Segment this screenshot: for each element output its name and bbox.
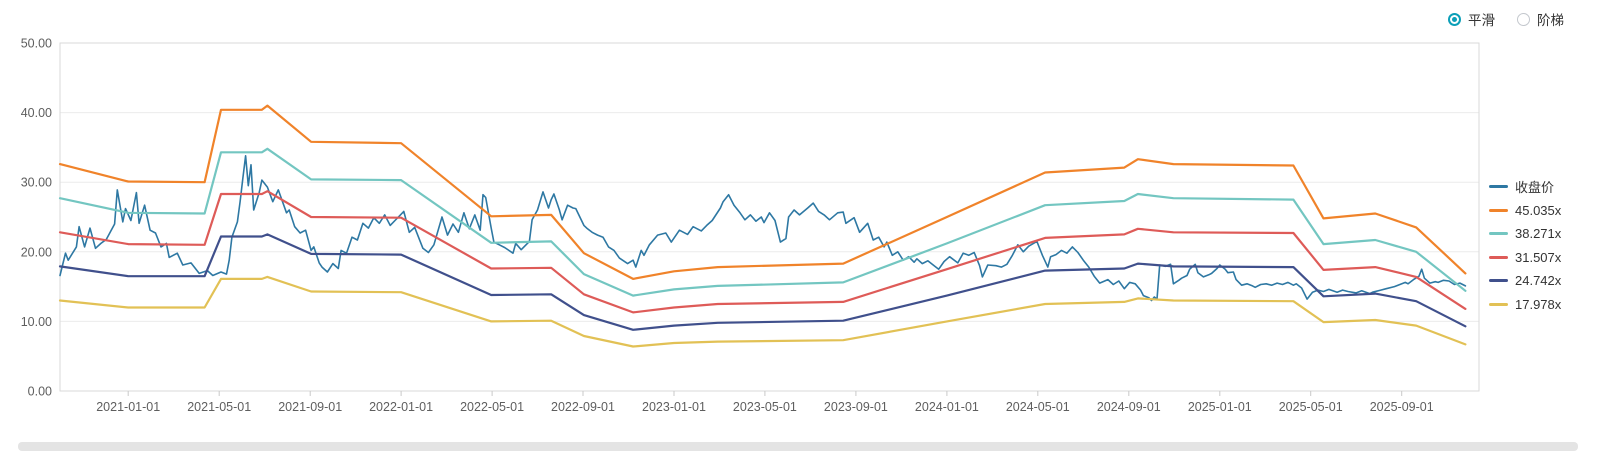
x-axis-label: 2024-01-01 xyxy=(915,400,979,414)
horizontal-scrollbar[interactable] xyxy=(18,442,1578,451)
radio-option-0[interactable]: 平滑 xyxy=(1448,9,1495,29)
legend-item-1[interactable]: 45.035x xyxy=(1489,203,1561,219)
legend-label: 收盘价 xyxy=(1515,180,1555,196)
chart-legend: 收盘价 45.035x 38.271x 31.507x 24.742x 17.978x xyxy=(1489,179,1561,312)
y-axis-label: 40.00 xyxy=(21,106,52,120)
legend-item-3[interactable]: 31.507x xyxy=(1489,250,1561,266)
legend-swatch-icon xyxy=(1489,208,1508,212)
legend-item-0[interactable]: 收盘价 xyxy=(1489,179,1561,195)
legend-label: 24.742x xyxy=(1515,273,1562,289)
x-axis-label: 2023-09-01 xyxy=(824,400,888,414)
radio-label: 阶梯 xyxy=(1537,13,1564,28)
series-line-3 xyxy=(58,190,1467,314)
series-line-1 xyxy=(58,104,1467,280)
legend-swatch-icon xyxy=(1489,255,1508,259)
legend-label: 38.271x xyxy=(1515,226,1562,242)
x-axis-label: 2022-01-01 xyxy=(369,400,433,414)
x-axis-label: 2022-05-01 xyxy=(460,400,524,414)
series-line-2 xyxy=(58,147,1467,297)
plot-border xyxy=(59,42,1480,392)
legend-item-4[interactable]: 24.742x xyxy=(1489,273,1561,289)
legend-swatch-icon xyxy=(1489,185,1508,189)
legend-label: 31.507x xyxy=(1515,249,1562,265)
legend-label: 17.978x xyxy=(1515,296,1562,312)
series-line-5 xyxy=(58,275,1467,348)
legend-swatch-icon xyxy=(1489,302,1508,306)
radio-dot xyxy=(1452,16,1457,22)
y-axis-label: 20.00 xyxy=(21,245,52,259)
legend-label: 45.035x xyxy=(1515,202,1562,218)
x-axis-label: 2024-09-01 xyxy=(1097,400,1161,414)
legend-item-5[interactable]: 17.978x xyxy=(1489,297,1561,313)
x-axis-label: 2021-05-01 xyxy=(187,400,251,414)
x-axis-label: 2023-01-01 xyxy=(642,400,706,414)
x-axis-label: 2025-09-01 xyxy=(1370,400,1434,414)
x-axis-label: 2023-05-01 xyxy=(733,400,797,414)
series-line-4 xyxy=(58,233,1467,331)
radio-label: 平滑 xyxy=(1468,13,1495,28)
x-axis-label: 2021-09-01 xyxy=(278,400,342,414)
y-axis-label: 10.00 xyxy=(21,315,52,329)
legend-swatch-icon xyxy=(1489,279,1508,283)
x-axis-label: 2025-01-01 xyxy=(1188,400,1252,414)
x-axis-label: 2024-05-01 xyxy=(1006,400,1070,414)
legend-swatch-icon xyxy=(1489,232,1508,236)
y-axis-label: 50.00 xyxy=(21,37,52,51)
series-line-0 xyxy=(59,155,1467,302)
y-axis-label: 0.00 xyxy=(28,385,52,399)
radio-unselected-icon[interactable] xyxy=(1517,12,1530,26)
legend-item-2[interactable]: 38.271x xyxy=(1489,226,1561,242)
x-axis-label: 2025-05-01 xyxy=(1279,400,1343,414)
radio-selected-icon[interactable] xyxy=(1448,12,1461,26)
x-axis-label: 2021-01-01 xyxy=(96,400,160,414)
y-axis-label: 30.00 xyxy=(21,176,52,190)
radio-option-1[interactable]: 阶梯 xyxy=(1517,9,1564,29)
line-style-toggle: 平滑 阶梯 xyxy=(1448,9,1564,29)
x-axis-label: 2022-09-01 xyxy=(551,400,615,414)
